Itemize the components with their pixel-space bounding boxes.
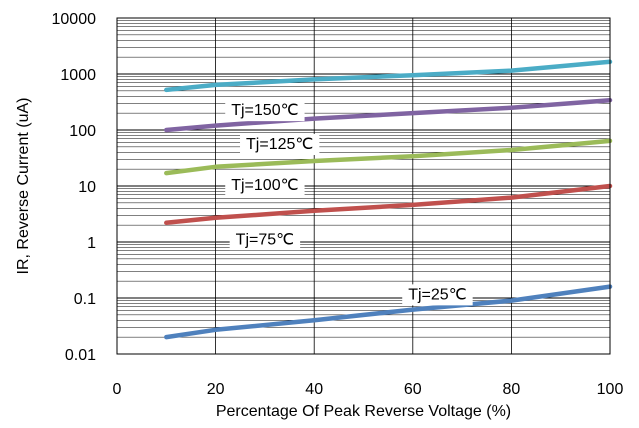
- series-label-background: [225, 174, 305, 196]
- x-tick-labels: 0 20 40 60 80 100: [113, 381, 624, 398]
- series-line: [164, 183, 613, 226]
- series-line: [164, 59, 613, 93]
- series-line: [164, 284, 613, 340]
- series-labels: Tj=150℃ Tj=125℃ Tj=100℃ Tj=75℃ Tj=25℃: [225, 100, 473, 306]
- x-tick-label: 80: [503, 381, 521, 398]
- y-tick-label: 10000: [52, 11, 97, 28]
- x-tick-label: 20: [207, 381, 225, 398]
- series-label-background: [240, 134, 320, 156]
- x-tick-label: 0: [113, 381, 122, 398]
- y-tick-labels: 0.01 0.1 1 10 100 1000 10000: [52, 11, 97, 364]
- y-tick-label: 1000: [60, 67, 96, 84]
- y-tick-label: 1: [87, 235, 96, 252]
- series-line: [164, 97, 613, 133]
- series-label-background: [229, 229, 301, 251]
- series-label: Tj=150℃: [231, 102, 298, 119]
- x-tick-label: 40: [305, 381, 323, 398]
- y-tick-label: 10: [78, 179, 96, 196]
- plot-area-frame: [116, 17, 611, 355]
- series-label-background: [225, 100, 305, 122]
- series-label: Tj=100℃: [231, 177, 298, 194]
- series-label: Tj=75℃: [236, 231, 294, 248]
- series-line: [164, 138, 613, 176]
- series-label-background: [402, 284, 473, 306]
- series-label: Tj=125℃: [246, 136, 313, 153]
- x-tick-label: 60: [404, 381, 422, 398]
- x-axis-title: Percentage Of Peak Reverse Voltage (%): [216, 403, 511, 420]
- y-tick-label: 0.1: [74, 291, 96, 308]
- y-tick-label: 100: [69, 123, 96, 140]
- series-lines: [164, 59, 613, 340]
- minor-grid: [117, 20, 610, 338]
- y-axis-title: IR, Reverse Current (uA): [15, 98, 32, 275]
- y-tick-label: 0.01: [65, 347, 96, 364]
- series-label: Tj=25℃: [408, 286, 466, 303]
- x-tick-label: 100: [597, 381, 624, 398]
